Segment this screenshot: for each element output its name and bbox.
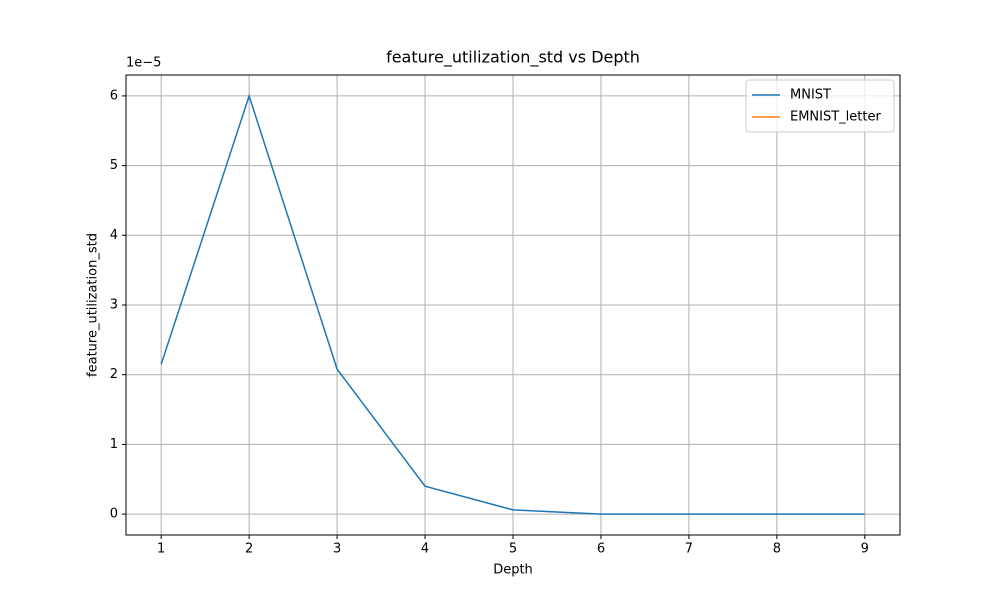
x-tick-label: 5	[509, 542, 517, 557]
legend-box	[745, 79, 895, 133]
y-axis-label: feature_utilization_std	[86, 233, 101, 377]
x-tick-label: 2	[245, 542, 253, 557]
y-tick-label: 3	[110, 298, 118, 313]
chart-title: feature_utilization_std vs Depth	[386, 48, 640, 68]
y-tick-label: 0	[110, 507, 118, 522]
y-tick-label: 1	[110, 437, 118, 452]
plot-frame	[125, 74, 901, 536]
x-tick-label: 6	[597, 542, 605, 557]
legend-label: MNIST	[790, 88, 831, 103]
x-tick-label: 8	[773, 542, 781, 557]
y-tick-label: 2	[110, 367, 118, 382]
legend-label: EMNIST_letter	[790, 110, 881, 125]
y-tick-label: 5	[110, 158, 118, 173]
y-tick-label: 4	[110, 228, 118, 243]
x-axis-label: Depth	[493, 563, 533, 578]
x-tick-label: 1	[157, 542, 165, 557]
x-tick-label: 3	[333, 542, 341, 557]
x-tick-label: 4	[421, 542, 429, 557]
y-offset-label: 1e−5	[126, 56, 161, 71]
y-tick-label: 6	[110, 88, 118, 103]
line	[160, 93, 865, 515]
x-tick-label: 9	[861, 542, 869, 557]
x-tick-label: 7	[685, 542, 693, 557]
